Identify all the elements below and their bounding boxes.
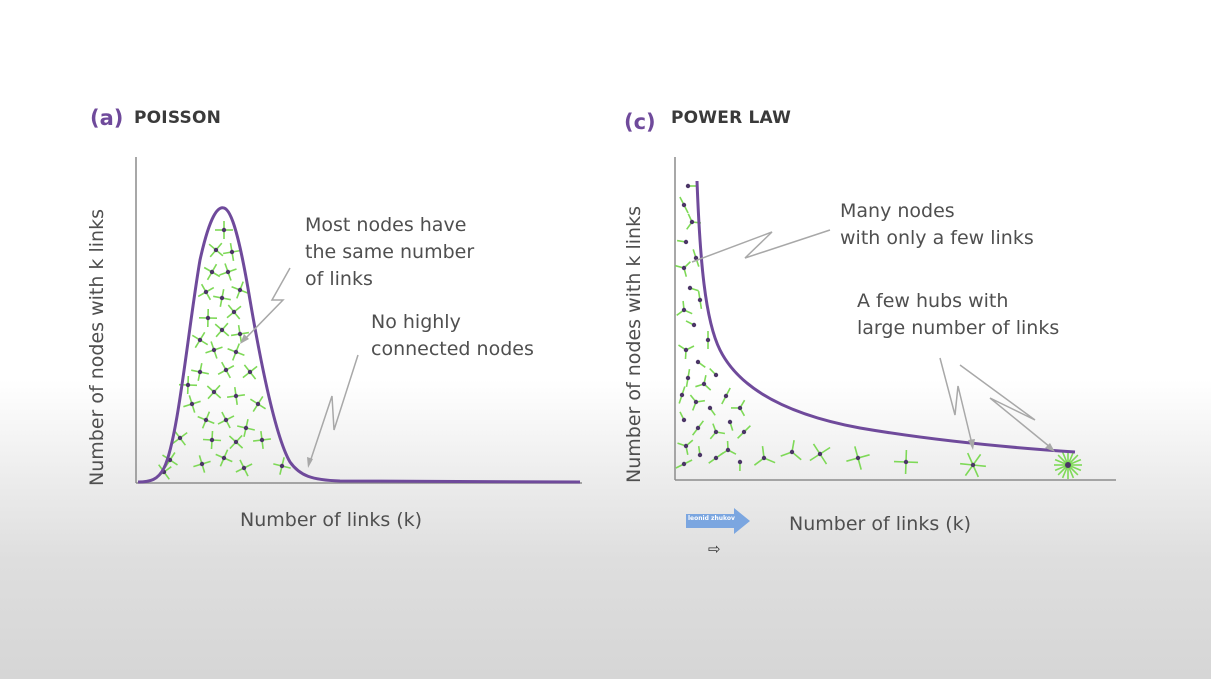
panel-c-pointer-hub-1 — [939, 357, 973, 445]
panel-c-pointer-hub-1-head — [968, 439, 975, 450]
power-node-small — [691, 420, 705, 436]
poisson-node — [235, 459, 253, 477]
poisson-node — [214, 322, 230, 338]
panel-a-title: POISSON — [134, 108, 222, 128]
poisson-node — [198, 308, 218, 328]
poisson-node — [193, 455, 211, 473]
panel-a-x-axis-label: Number of links (k) — [240, 509, 423, 531]
power-node-small — [679, 411, 687, 423]
poisson-node — [205, 341, 223, 359]
small-arrow-icon: ⇨ — [708, 540, 721, 558]
power-node-small — [695, 359, 706, 368]
power-node-small — [727, 419, 734, 431]
panel-a-node-cloud — [156, 221, 291, 480]
power-node-small — [737, 425, 751, 439]
poisson-node — [227, 343, 245, 361]
power-node-small — [675, 261, 691, 277]
power-hub — [960, 452, 986, 478]
power-node-small — [721, 387, 731, 405]
power-node-small — [685, 320, 697, 328]
power-node-small — [705, 331, 711, 349]
poisson-node — [206, 384, 222, 400]
power-node-small — [689, 394, 706, 411]
poisson-node — [215, 449, 233, 467]
power-node-small — [692, 249, 700, 267]
panel-c-pointer-many — [691, 229, 831, 263]
poisson-node — [197, 411, 215, 429]
poisson-node — [213, 289, 231, 307]
poisson-node — [217, 411, 235, 429]
power-node-medium — [780, 440, 802, 461]
power-node-small — [675, 459, 693, 469]
panel-c-pointer-hub-2 — [959, 364, 1051, 448]
power-node-medium — [893, 449, 919, 475]
power-hub-large — [1054, 451, 1082, 479]
power-node-small — [697, 290, 703, 310]
poisson-node — [273, 457, 291, 475]
panel-c-y-axis-label: Number of nodes with k links — [623, 206, 645, 483]
panel-a-pointer-same — [243, 267, 291, 341]
power-node-small — [730, 399, 746, 417]
poisson-node — [242, 364, 258, 380]
poisson-node — [215, 221, 233, 239]
power-node-small — [685, 183, 697, 189]
poisson-node — [249, 395, 267, 413]
panel-c-x-axis-label: Number of links (k) — [789, 513, 972, 535]
panel-c-node-cloud — [675, 183, 1082, 479]
power-node-small — [677, 439, 694, 455]
poisson-node — [203, 263, 221, 281]
power-node-small — [678, 344, 695, 360]
panel-c-annotation-many: Many nodes with only a few links — [840, 200, 1034, 249]
poisson-node — [228, 434, 244, 450]
power-node-small — [709, 423, 726, 440]
poisson-node — [217, 361, 235, 379]
power-node-small — [695, 375, 712, 391]
power-node-medium — [753, 445, 776, 466]
poisson-node — [219, 263, 237, 281]
panel-a-annotation-same: Most nodes have the same number of links — [305, 214, 475, 290]
panel-c-title: POWER LAW — [671, 108, 792, 128]
panel-a-y-axis-label: Number of nodes with k links — [86, 209, 108, 486]
panel-c-annotation-hubs: A few hubs with large number of links — [857, 290, 1060, 339]
power-node-medium — [846, 446, 870, 470]
power-node-small — [719, 440, 737, 456]
poisson-node — [202, 430, 222, 450]
power-node-small — [687, 285, 699, 292]
power-node-small — [676, 239, 689, 245]
power-node-small — [737, 459, 743, 472]
poisson-node — [226, 304, 242, 320]
poisson-node — [172, 430, 188, 446]
poisson-node — [253, 431, 271, 449]
poisson-node — [183, 395, 201, 413]
power-node-small — [678, 386, 686, 404]
poisson-node — [237, 419, 255, 437]
panel-a-pointer-none — [309, 354, 359, 463]
watermark-text: leonid zhukov — [688, 515, 735, 522]
poisson-node — [191, 331, 209, 349]
poisson-node — [231, 281, 249, 299]
panel-c-axes — [674, 157, 1116, 481]
power-node-small — [676, 300, 693, 316]
poisson-node — [197, 283, 215, 301]
panel-a-pointer-none-head — [307, 457, 313, 468]
panel-c-pointer-hub-2-head — [1045, 443, 1055, 452]
poisson-node — [226, 386, 246, 406]
poisson-node — [208, 242, 224, 258]
power-node-small — [685, 368, 691, 388]
power-node-small — [697, 445, 703, 458]
power-node-small — [679, 196, 689, 214]
power-node-small — [709, 368, 719, 378]
panel-a-letter: (a) — [90, 106, 124, 130]
power-node-medium — [809, 443, 831, 465]
panel-c-letter: (c) — [624, 110, 656, 134]
poisson-node — [191, 363, 209, 381]
panel-a-poisson-curve — [137, 206, 581, 484]
panel-a-pointer-same-head — [240, 334, 249, 344]
panel-a-annotation-none: No highly connected nodes — [371, 311, 534, 360]
watermark-arrow-icon — [686, 508, 750, 534]
power-node-small — [707, 405, 716, 416]
